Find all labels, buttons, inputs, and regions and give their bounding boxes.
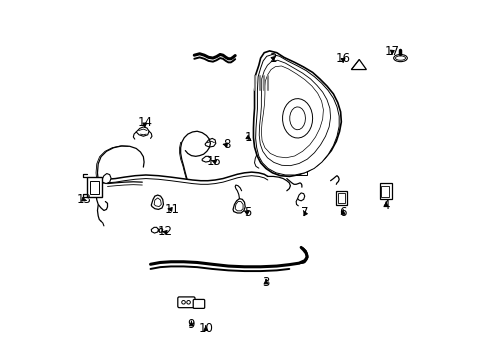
FancyBboxPatch shape [193, 300, 204, 309]
Text: 11: 11 [164, 203, 179, 216]
Text: 14: 14 [137, 116, 152, 129]
Bar [89, 181, 99, 194]
Text: 15: 15 [206, 155, 221, 168]
Bar [379, 183, 391, 199]
Polygon shape [297, 193, 304, 201]
Bar [287, 164, 306, 175]
Text: 6: 6 [339, 207, 346, 220]
Text: 16: 16 [335, 51, 350, 64]
Text: 4: 4 [382, 199, 389, 212]
FancyBboxPatch shape [178, 297, 195, 308]
Circle shape [152, 229, 155, 231]
Polygon shape [202, 156, 210, 162]
Text: 8: 8 [223, 138, 230, 151]
Circle shape [156, 229, 159, 231]
Polygon shape [289, 107, 305, 130]
Bar [337, 193, 344, 203]
Polygon shape [151, 227, 158, 233]
Text: 5: 5 [244, 207, 251, 220]
Polygon shape [261, 66, 323, 158]
Polygon shape [151, 195, 163, 210]
Polygon shape [255, 54, 339, 175]
Text: 3: 3 [262, 276, 269, 289]
Polygon shape [282, 99, 312, 138]
Text: 2: 2 [269, 51, 276, 64]
Text: 7: 7 [301, 207, 308, 220]
Text: 13: 13 [76, 193, 91, 206]
Polygon shape [351, 59, 366, 69]
Bar [381, 186, 388, 197]
Polygon shape [204, 138, 215, 147]
Bar [335, 191, 346, 205]
Text: 17: 17 [384, 45, 399, 58]
Text: 10: 10 [198, 322, 213, 335]
Text: 12: 12 [157, 225, 172, 238]
Text: 1: 1 [244, 131, 251, 144]
Polygon shape [102, 174, 111, 184]
Bar [87, 177, 102, 197]
Ellipse shape [395, 56, 405, 60]
Polygon shape [233, 199, 244, 213]
Polygon shape [253, 51, 341, 176]
Polygon shape [154, 198, 161, 207]
Polygon shape [259, 60, 330, 166]
Ellipse shape [393, 54, 407, 62]
Text: 9: 9 [187, 318, 195, 331]
Polygon shape [159, 228, 163, 232]
Polygon shape [235, 202, 243, 211]
Polygon shape [136, 127, 149, 136]
